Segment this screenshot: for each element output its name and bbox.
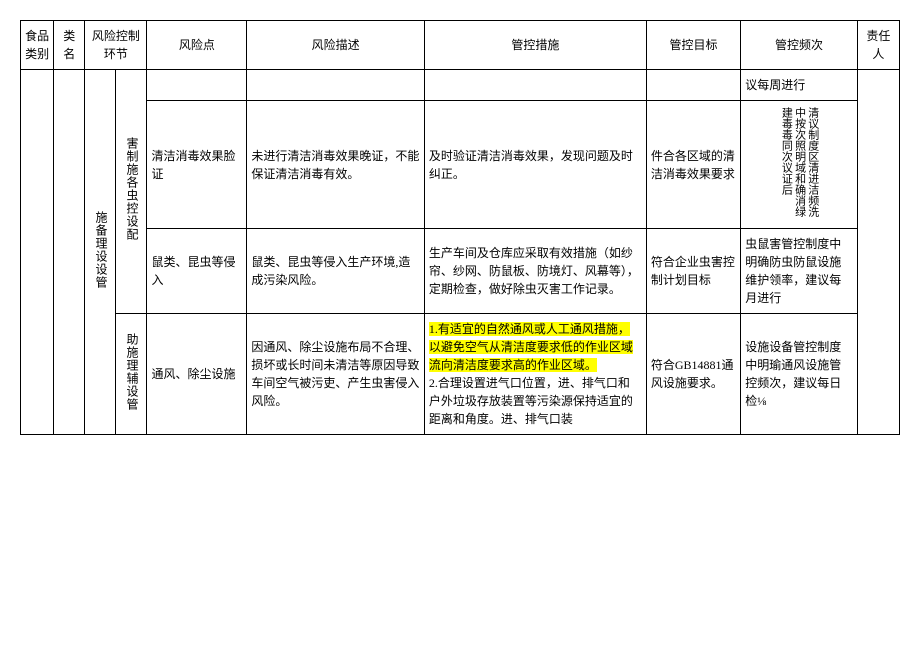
header-risk-point: 风险点 [147,21,247,70]
cell-risk-point: 清洁消毒效果脸证 [147,101,247,229]
vertical-label: 助施理辅设管 [125,333,138,411]
cell-name [54,70,85,435]
header-risk-desc: 风险描述 [247,21,425,70]
highlight-text: 1.有适宜的自然通风或人工通风措施，以避免空气从清洁度要求低的作业区域流向清洁度… [429,322,633,372]
table-row: 清洁消毒效果脸证 未进行清洁消毒效果晚证，不能保证清洁消毒有效。 及时验证清洁消… [21,101,900,229]
risk-control-table: 食品类别 类名 风险控制环节 风险点 风险描述 管控措施 管控目标 管控频次 责… [20,20,900,435]
cell-control-target: 符合GB14881通风设施要求。 [646,314,740,435]
cell-risk-desc [247,70,425,101]
cell-control-freq: 清议制度区清进洁频洗中按次照明域和确消绿建毒毒同次议证后 [741,101,858,229]
table-row: 鼠类、昆虫等侵入 鼠类、昆虫等侵入生产环境,造成污染风险。 生产车间及仓库应采取… [21,229,900,314]
cell-control-measure: 及时验证清洁消毒效果，发现问题及时纠正。 [424,101,646,229]
cell-control-measure: 生产车间及仓库应采取有效措施（如纱帘、纱网、防鼠板、防境灯、风幕等），定期检查，… [424,229,646,314]
cell-control-measure: 1.有适宜的自然通风或人工通风措施，以避免空气从清洁度要求低的作业区域流向清洁度… [424,314,646,435]
cell-control-measure [424,70,646,101]
cell-category [21,70,54,435]
cell-pest-control: 害制施各虫控设配 [116,70,147,314]
cell-control-target [646,70,740,101]
cell-risk-point: 通风、除尘设施 [147,314,247,435]
header-responsible: 责任人 [857,21,899,70]
cell-facility-mgmt: 施备理设设管 [85,70,116,435]
header-name: 类名 [54,21,85,70]
vertical-label: 害制施各虫控设配 [125,137,138,241]
header-control-measure: 管控措施 [424,21,646,70]
vertical-label: 施备理设设管 [94,211,107,289]
cell-control-freq: 议每周进行 [741,70,858,101]
cell-risk-desc: 因通风、除尘设施布局不合理、损坏或长时间未清洁等原因导致车间空气被污吏、产生虫害… [247,314,425,435]
header-control-link: 风险控制环节 [85,21,147,70]
cell-risk-desc: 鼠类、昆虫等侵入生产环境,造成污染风险。 [247,229,425,314]
cell-aux-facility: 助施理辅设管 [116,314,147,435]
measure-rest: 2.合理设置进气口位置，进、排气口和户外垃圾存放装置等污染源保持适宜的距离和角度… [429,376,633,426]
table-header-row: 食品类别 类名 风险控制环节 风险点 风险描述 管控措施 管控目标 管控频次 责… [21,21,900,70]
vertical-freq-text: 清议制度区清进洁频洗中按次照明域和确消绿建毒毒同次议证后 [779,107,819,217]
cell-control-target: 符合企业虫害控制计划目标 [646,229,740,314]
cell-risk-point [147,70,247,101]
header-control-target: 管控目标 [646,21,740,70]
cell-control-freq: 虫鼠害管控制度中明确防虫防鼠设施维护领率，建议每月进行 [741,229,858,314]
cell-responsible [857,70,899,435]
cell-risk-desc: 未进行清洁消毒效果晚证，不能保证清洁消毒有效。 [247,101,425,229]
cell-control-target: 件合各区域的清洁消毒效果要求 [646,101,740,229]
header-category: 食品类别 [21,21,54,70]
cell-risk-point: 鼠类、昆虫等侵入 [147,229,247,314]
table-row: 助施理辅设管 通风、除尘设施 因通风、除尘设施布局不合理、损坏或长时间未清洁等原… [21,314,900,435]
cell-control-freq: 设施设备管控制度中明瑜通风设施管控频次，建议每日检⅛ [741,314,858,435]
table-row: 施备理设设管 害制施各虫控设配 议每周进行 [21,70,900,101]
header-control-freq: 管控频次 [741,21,858,70]
